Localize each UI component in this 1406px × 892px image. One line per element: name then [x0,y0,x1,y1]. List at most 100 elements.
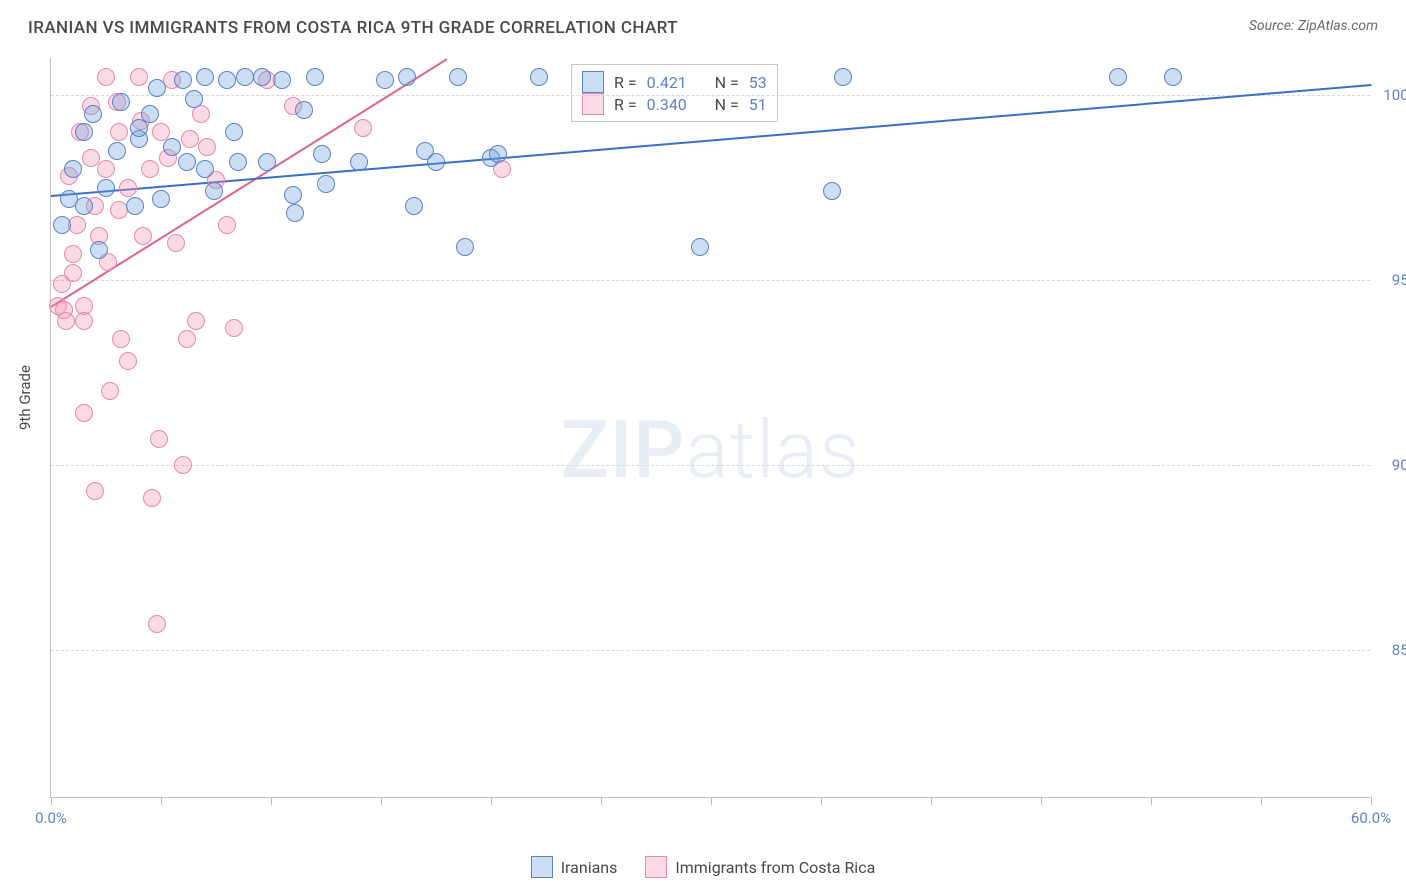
data-point-blue [205,182,223,200]
x-tick [1041,797,1042,805]
data-point-pink [218,216,236,234]
data-point-pink [225,319,243,337]
data-point-blue [148,79,166,97]
data-point-pink [143,489,161,507]
y-tick-label: 100.0% [1383,86,1406,104]
data-point-blue [64,160,82,178]
legend-item-pink: Immigrants from Costa Rica [645,856,875,878]
data-point-blue [196,68,214,86]
data-point-blue [152,190,170,208]
data-point-blue [130,119,148,137]
x-tick [491,797,492,805]
data-point-pink [75,404,93,422]
data-point-blue [313,145,331,163]
y-tick-label: 85.0% [1392,641,1406,659]
data-point-blue [218,71,236,89]
data-point-blue [178,153,196,171]
data-point-blue [449,68,467,86]
correlation-stats-box: R =0.421N =53R =0.340N =51 [571,64,778,122]
gridline [51,95,1370,96]
data-point-blue [97,179,115,197]
data-point-pink [75,312,93,330]
data-point-blue [258,153,276,171]
data-point-blue [75,123,93,141]
data-point-blue [405,197,423,215]
data-point-blue [174,71,192,89]
data-point-blue [84,105,102,123]
data-point-pink [181,130,199,148]
data-point-blue [225,123,243,141]
x-tick [271,797,272,805]
x-tick-label: 0.0% [35,809,67,827]
chart-title: IRANIAN VS IMMIGRANTS FROM COSTA RICA 9T… [28,18,678,38]
data-point-blue [834,68,852,86]
stats-row-blue: R =0.421N =53 [582,71,767,93]
x-tick [711,797,712,805]
data-point-blue [398,68,416,86]
data-point-pink [178,330,196,348]
data-point-blue [108,142,126,160]
data-point-blue [691,238,709,256]
data-point-blue [456,238,474,256]
x-tick [381,797,382,805]
source-attribution: Source: ZipAtlas.com [1249,18,1378,34]
data-point-pink [119,179,137,197]
x-tick [161,797,162,805]
x-tick [1261,797,1262,805]
x-tick [1371,797,1372,805]
watermark-logo: ZIPatlas [561,403,861,497]
swatch-blue-icon [582,71,604,93]
data-point-blue [284,186,302,204]
data-point-blue [253,68,271,86]
data-point-blue [53,216,71,234]
data-point-blue [229,153,247,171]
data-point-pink [119,352,137,370]
data-point-pink [198,138,216,156]
data-point-pink [174,456,192,474]
data-point-blue [427,153,445,171]
x-tick [601,797,602,805]
data-point-blue [75,197,93,215]
data-point-pink [187,312,205,330]
data-point-pink [68,216,86,234]
data-point-pink [97,160,115,178]
data-point-blue [350,153,368,171]
data-point-pink [64,245,82,263]
data-point-blue [317,175,335,193]
data-point-blue [376,71,394,89]
data-point-blue [196,160,214,178]
data-point-pink [130,68,148,86]
data-point-blue [126,197,144,215]
data-point-blue [1164,68,1182,86]
x-tick [1151,797,1152,805]
data-point-blue [823,182,841,200]
data-point-blue [273,71,291,89]
data-point-pink [354,119,372,137]
data-point-blue [489,145,507,163]
data-point-blue [185,90,203,108]
data-point-pink [112,330,130,348]
y-tick-label: 90.0% [1392,456,1406,474]
data-point-pink [110,123,128,141]
data-point-pink [64,264,82,282]
y-axis-label: 9th Grade [16,365,34,430]
data-point-pink [97,68,115,86]
data-point-blue [1109,68,1127,86]
data-point-blue [295,101,313,119]
data-point-pink [150,430,168,448]
data-point-blue [286,204,304,222]
x-tick [821,797,822,805]
swatch-blue-icon [531,856,553,878]
data-point-pink [167,234,185,252]
data-point-pink [134,227,152,245]
data-point-pink [86,482,104,500]
stats-row-pink: R =0.340N =51 [582,93,767,115]
data-point-blue [163,138,181,156]
data-point-pink [101,382,119,400]
swatch-pink-icon [645,856,667,878]
legend-item-blue: Iranians [531,856,618,878]
gridline [51,280,1370,281]
data-point-blue [236,68,254,86]
chart-legend: Iranians Immigrants from Costa Rica [0,856,1406,878]
scatter-chart: ZIPatlas R =0.421N =53R =0.340N =51 85.0… [50,58,1370,798]
